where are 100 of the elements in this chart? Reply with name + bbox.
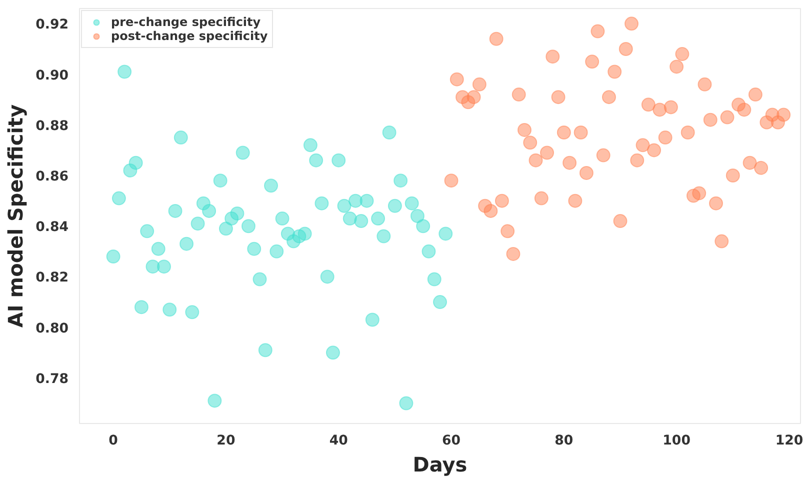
- point: [394, 174, 408, 188]
- point: [618, 42, 633, 56]
- point: [494, 194, 509, 208]
- point: [140, 224, 154, 238]
- y-tick-label: 0.78: [36, 372, 69, 387]
- point: [174, 130, 188, 145]
- point: [574, 126, 588, 140]
- point: [185, 305, 200, 320]
- point: [410, 209, 424, 223]
- point: [742, 156, 757, 170]
- point: [726, 168, 740, 182]
- point: [698, 77, 712, 92]
- legend-label: pre-change specificity: [111, 15, 261, 29]
- point: [326, 346, 340, 360]
- point: [241, 219, 256, 234]
- point: [776, 108, 791, 122]
- point: [427, 272, 442, 286]
- point: [433, 295, 447, 310]
- point: [680, 126, 695, 140]
- point: [517, 122, 532, 137]
- x-axis-title: Days: [412, 452, 468, 476]
- point: [190, 216, 205, 231]
- point: [376, 229, 391, 244]
- x-tick-label: 40: [329, 434, 348, 448]
- point: [647, 143, 662, 158]
- point: [156, 260, 171, 274]
- x-tick-label: 120: [775, 434, 804, 448]
- point: [630, 153, 644, 168]
- point: [670, 60, 684, 74]
- point: [692, 186, 706, 200]
- point: [298, 226, 312, 241]
- point: [703, 112, 718, 127]
- point: [579, 166, 594, 180]
- point: [641, 98, 656, 112]
- point: [489, 32, 504, 46]
- point: [484, 204, 498, 218]
- point: [438, 226, 453, 241]
- point: [202, 204, 216, 218]
- point: [134, 300, 148, 314]
- point: [556, 126, 571, 140]
- y-tick-label: 0.80: [36, 321, 69, 336]
- x-tick-label: 0: [108, 434, 118, 448]
- point: [388, 198, 402, 213]
- point: [320, 270, 334, 284]
- legend-label: post-change specificity: [111, 29, 268, 43]
- point: [562, 156, 577, 170]
- point: [151, 242, 166, 256]
- point: [512, 88, 526, 102]
- point: [523, 136, 538, 150]
- point: [608, 64, 622, 79]
- point: [342, 212, 357, 226]
- point: [180, 236, 194, 251]
- point: [568, 194, 582, 208]
- point: [534, 191, 548, 206]
- point: [332, 153, 346, 168]
- point: [540, 146, 554, 160]
- point: [528, 153, 543, 168]
- point: [309, 153, 324, 168]
- point: [585, 54, 600, 69]
- point: [422, 244, 436, 258]
- point: [500, 224, 515, 238]
- point: [275, 212, 290, 226]
- y-tick-label: 0.84: [36, 220, 69, 236]
- point: [472, 77, 486, 92]
- point: [236, 146, 250, 160]
- x-tick-label: 20: [216, 434, 236, 448]
- point: [399, 396, 414, 410]
- point: [546, 50, 560, 64]
- point: [596, 148, 610, 162]
- point: [506, 246, 520, 261]
- point: [247, 242, 262, 256]
- point: [106, 250, 120, 264]
- point: [624, 16, 639, 31]
- point: [714, 234, 729, 248]
- point: [590, 24, 605, 38]
- point: [652, 102, 667, 117]
- point: [146, 260, 160, 274]
- y-axis-title: AI model Specificity: [4, 104, 28, 328]
- point: [252, 272, 267, 286]
- point: [658, 130, 672, 145]
- point: [168, 204, 182, 218]
- point: [748, 88, 762, 102]
- point: [360, 194, 374, 208]
- point: [754, 160, 768, 175]
- point: [354, 214, 368, 228]
- y-tick-label: 0.92: [36, 18, 69, 33]
- point: [664, 100, 678, 114]
- point: [303, 138, 318, 152]
- y-tick-label: 0.86: [36, 170, 69, 185]
- point: [128, 156, 143, 170]
- point: [675, 47, 690, 62]
- point: [348, 194, 363, 208]
- point: [404, 196, 419, 210]
- point: [258, 343, 272, 358]
- point: [118, 64, 132, 79]
- x-tick-label: 100: [662, 434, 690, 448]
- point: [365, 312, 380, 327]
- point: [314, 196, 329, 210]
- y-tick-label: 0.82: [36, 270, 69, 286]
- y-tick-label: 0.88: [36, 118, 69, 134]
